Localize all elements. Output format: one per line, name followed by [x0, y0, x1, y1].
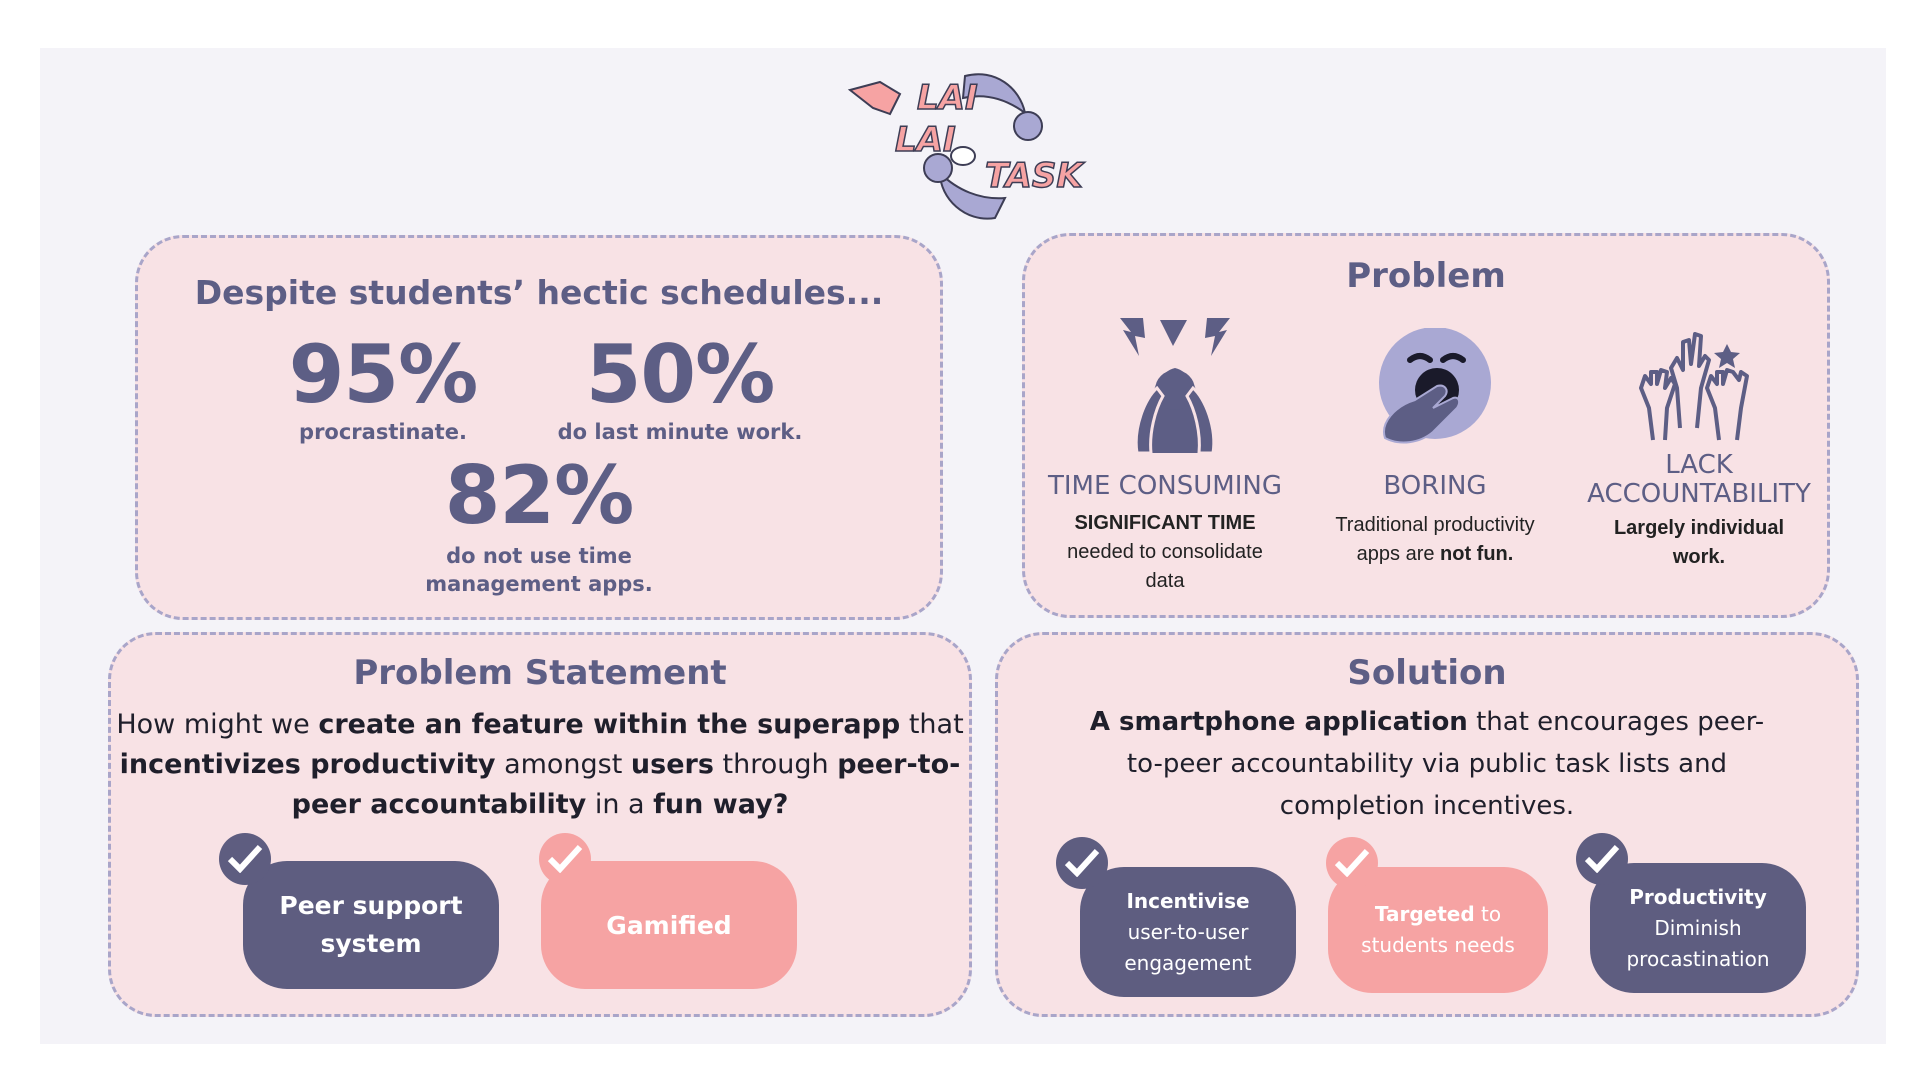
problem-statement-panel: Problem Statement How might we create an… — [108, 632, 972, 1017]
productivity-line1: Diminish — [1654, 915, 1742, 940]
stmt-l3b: in a — [586, 789, 654, 820]
stmt-l2e: peer-to- — [837, 749, 961, 780]
yawn-icon — [1375, 327, 1495, 448]
lai-lai-task-logo: LAI LAI TASK — [845, 68, 1110, 228]
logo-line3: TASK — [984, 155, 1083, 197]
problem-statement-title: Problem Statement — [353, 653, 727, 693]
peer-support-line1: Peer support — [279, 891, 463, 920]
productivity-bold: Productivity — [1629, 884, 1767, 909]
solution-line3: completion incentives. — [1279, 791, 1575, 821]
solution-title: Solution — [1347, 653, 1507, 693]
boring-line2-bold: not fun. — [1440, 543, 1514, 565]
logo-line1: LAI — [916, 77, 978, 119]
stmt-l3a: peer accountability — [291, 789, 587, 820]
raised-hands-icon — [1635, 328, 1755, 443]
stat-82-value: 82% — [444, 449, 634, 542]
peer-support-line2: system — [320, 929, 422, 958]
targeted-rest: to — [1474, 902, 1502, 926]
gamified-pill: Gamified — [541, 861, 797, 989]
problem-panel: Problem TIME CONSUMING SIGNIFICANT TIME … — [1022, 233, 1830, 618]
stmt-l2d: through — [713, 749, 838, 780]
solution-panel: Solution A smartphone application that e… — [995, 632, 1859, 1017]
solution-line2: to-peer accountability via public task l… — [1126, 749, 1728, 779]
sol-l1b: that encourages peer- — [1467, 707, 1765, 737]
problem-statement-line2: incentivizes productivity amongst users … — [111, 745, 969, 785]
productivity-pill: Productivity Diminish procastination — [1590, 863, 1806, 993]
stmt-l2a: incentivizes productivity — [119, 749, 496, 780]
stmt-l3c: fun way? — [653, 789, 789, 820]
check-icon — [1576, 833, 1628, 885]
targeted-line2: students needs — [1361, 933, 1515, 957]
problem-statement-line3: peer accountability in a fun way? — [111, 785, 969, 825]
targeted-bold: Targeted — [1374, 902, 1475, 926]
check-icon — [539, 833, 591, 885]
lack-accountability-heading-2: ACCOUNTABILITY — [1587, 479, 1811, 509]
boring-heading: BORING — [1383, 471, 1487, 501]
logo-line2: LAI — [894, 119, 956, 161]
stat-82-label-1: do not use time — [446, 544, 632, 568]
time-consuming-line1: needed to consolidate — [1067, 541, 1263, 563]
stat-50-label: do last minute work. — [557, 420, 803, 444]
lack-accountability-heading-1: LACK — [1665, 450, 1733, 480]
stress-icon — [1115, 318, 1235, 458]
stat-50-value: 50% — [585, 328, 775, 421]
check-icon — [1326, 837, 1378, 889]
stat-95-label: procrastinate. — [299, 420, 467, 444]
incentivise-pill: Incentivise user-to-user engagement — [1080, 867, 1296, 997]
time-consuming-line2: data — [1145, 570, 1185, 592]
gamified-label: Gamified — [606, 910, 732, 940]
incentivise-line2: engagement — [1124, 950, 1252, 975]
boring-line2-pre: apps are — [1356, 543, 1441, 565]
peer-support-pill: Peer support system — [243, 861, 499, 989]
targeted-pill: Targeted to students needs — [1328, 867, 1548, 993]
check-icon — [219, 833, 271, 885]
stmt-l1c: that — [900, 709, 964, 740]
time-consuming-heading: TIME CONSUMING — [1048, 471, 1282, 501]
stats-title: Despite students’ hectic schedules... — [194, 273, 884, 312]
sol-l1a: A smartphone application — [1089, 707, 1468, 737]
stat-82-label-2: management apps. — [425, 572, 653, 596]
lack-accountability-bold-2: work. — [1672, 546, 1726, 568]
boring-line1: Traditional productivity — [1335, 514, 1535, 536]
time-consuming-bold: SIGNIFICANT TIME — [1074, 512, 1256, 534]
stmt-l2c: users — [630, 749, 714, 780]
problem-statement-line1: How might we create an feature within th… — [111, 705, 969, 745]
stat-95-value: 95% — [288, 328, 478, 421]
targeted-line1: Targeted to — [1328, 899, 1548, 930]
stats-panel: Despite students’ hectic schedules... 95… — [135, 235, 943, 620]
boring-line2: apps are not fun. — [1295, 543, 1575, 566]
stmt-l1a: How might we — [116, 709, 319, 740]
stmt-l1b: create an feature within the superapp — [318, 709, 901, 740]
solution-line1: A smartphone application that encourages… — [998, 701, 1856, 743]
check-icon — [1056, 837, 1108, 889]
incentivise-bold: Incentivise — [1126, 888, 1250, 913]
stmt-l2b: amongst — [495, 749, 631, 780]
productivity-line2: procastination — [1626, 946, 1770, 971]
lack-accountability-bold-1: Largely individual — [1613, 517, 1785, 539]
incentivise-line1: user-to-user — [1127, 919, 1249, 944]
problem-title: Problem — [1346, 256, 1506, 296]
